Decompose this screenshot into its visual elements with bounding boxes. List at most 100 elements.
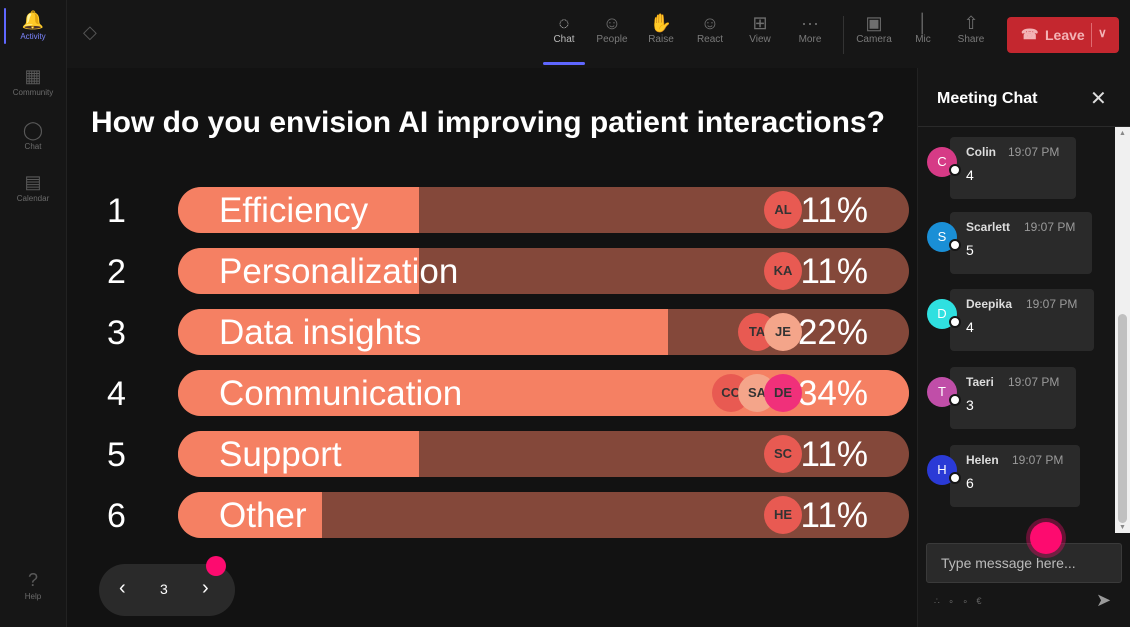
option-label: Support <box>219 435 342 474</box>
meeting-chat-panel: Meeting Chat ✕ Colin 19:07 PM 4 C Scarlett 19… <box>917 68 1130 627</box>
bell-icon: 🔔 <box>21 10 45 30</box>
format-toolbar-icons[interactable]: ∴ ∘ ∘ € <box>934 596 985 606</box>
message-timestamp: 19:07 PM <box>1008 375 1060 389</box>
leave-separator <box>1091 23 1092 47</box>
scroll-down-icon[interactable]: ▼ <box>1119 524 1126 531</box>
rail-item-activity[interactable]: 🔔 Activity <box>0 10 66 41</box>
option-bar: Data insights 22% TA JE <box>178 309 909 355</box>
chevron-down-icon[interactable]: ∨ <box>1098 26 1107 40</box>
poll-option-row[interactable]: 5 Support 11% SC <box>67 431 917 477</box>
camera-icon: ▣ <box>865 13 883 33</box>
option-percentage: 22% <box>797 313 868 352</box>
leave-label: Leave <box>1045 27 1085 43</box>
more-button[interactable]: ··· More <box>789 12 831 45</box>
message-timestamp: 19:07 PM <box>1024 220 1076 234</box>
raise-hand-icon: ✋ <box>649 13 673 33</box>
message-text: 6 <box>966 475 974 491</box>
close-icon[interactable]: ✕ <box>1090 88 1107 110</box>
option-number: 2 <box>107 253 126 291</box>
chat-icon: ◌ <box>558 13 570 33</box>
message-author: Scarlett <box>966 220 1011 234</box>
pointer-indicator <box>206 556 226 576</box>
chat-title: Meeting Chat <box>937 90 1038 107</box>
toolbar-button-label: View <box>749 34 771 45</box>
people-icon: ☺ <box>602 13 622 33</box>
chat-divider <box>918 126 1130 127</box>
send-icon[interactable]: ➤ <box>1096 590 1112 610</box>
community-icon: ▦ <box>24 66 42 86</box>
share-button[interactable]: ⇧ Share <box>950 12 992 45</box>
scrollbar-thumb[interactable] <box>1118 314 1127 523</box>
presence-status-icon <box>949 316 961 328</box>
toolbar-button-label: Raise <box>648 34 674 45</box>
message-bubble: Taeri 19:07 PM 3 <box>950 367 1076 429</box>
poll-option-row[interactable]: 3 Data insights 22% TA JE <box>67 309 917 355</box>
slide-pager: ‹ 3 › <box>99 564 235 616</box>
rail-active-indicator <box>4 8 6 44</box>
more-icon: ··· <box>801 13 819 33</box>
rail-item-calendar[interactable]: ▤ Calendar <box>0 172 66 203</box>
left-rail: 🔔 Activity ▦ Community ◯ Chat ▤ Calendar ? Help <box>0 0 67 627</box>
help-icon: ? <box>27 570 38 590</box>
rail-item-chat[interactable]: ◯ Chat <box>0 120 66 151</box>
option-number: 6 <box>107 497 126 535</box>
toolbar-divider <box>843 16 844 54</box>
chat-message: Deepika 19:07 PM 4 D <box>918 289 1115 359</box>
presence-status-icon <box>949 472 961 484</box>
poll-question: How do you envision AI improving patient… <box>91 106 885 139</box>
message-author: Helen <box>966 453 999 467</box>
option-bar-fill <box>178 431 419 477</box>
raise-button[interactable]: ✋ Raise <box>640 12 682 45</box>
option-label: Data insights <box>219 313 422 352</box>
message-author: Taeri <box>966 375 994 389</box>
people-button[interactable]: ☺ People <box>591 12 633 45</box>
rail-item-label: Community <box>12 88 54 97</box>
chat-message-input[interactable] <box>926 543 1122 583</box>
mic-button[interactable]: │ Mic <box>902 12 944 45</box>
rail-item-help[interactable]: ? Help <box>0 570 66 601</box>
toolbar-button-label: React <box>696 34 724 45</box>
poll-option-row[interactable]: 6 Other 11% HE <box>67 492 917 538</box>
option-percentage: 11% <box>800 496 868 535</box>
view-icon: ⊞ <box>752 13 768 33</box>
chat-button[interactable]: ◌ Chat <box>543 12 585 45</box>
option-percentage: 11% <box>800 252 868 291</box>
option-percentage: 11% <box>800 435 868 474</box>
react-icon: ☺ <box>700 13 720 33</box>
chat-icon: ◯ <box>22 120 44 140</box>
poll-option-row[interactable]: 2 Personalization 11% KA <box>67 248 917 294</box>
option-bar: Personalization 11% KA <box>178 248 909 294</box>
pointer-indicator-chat <box>1030 522 1062 554</box>
message-bubble: Helen 19:07 PM 6 <box>950 445 1080 507</box>
message-timestamp: 19:07 PM <box>1026 297 1078 311</box>
option-bar-fill <box>178 248 419 294</box>
shield-icon: ◇ <box>83 22 97 42</box>
option-label: Efficiency <box>219 191 369 230</box>
rail-item-community[interactable]: ▦ Community <box>0 66 66 97</box>
chat-message: Helen 19:07 PM 6 H <box>918 445 1115 515</box>
poll-stage: How do you envision AI improving patient… <box>67 68 917 627</box>
option-bar-fill <box>178 309 668 355</box>
poll-option-row[interactable]: 1 Efficiency 11% AL <box>67 187 917 233</box>
poll-option-row[interactable]: 4 Communication 34% CO SA DE <box>67 370 917 416</box>
avatar: D <box>927 299 957 329</box>
next-slide-button[interactable]: › <box>202 577 209 599</box>
message-bubble: Colin 19:07 PM 4 <box>950 137 1076 199</box>
page-number: 3 <box>160 581 168 597</box>
option-bar: Efficiency 11% AL <box>178 187 909 233</box>
option-label: Communication <box>219 374 463 413</box>
message-text: 4 <box>966 319 974 335</box>
leave-button[interactable]: ☎ Leave ∨ <box>1007 17 1119 53</box>
prev-slide-button[interactable]: ‹ <box>119 577 126 599</box>
message-author: Colin <box>966 145 996 159</box>
presence-status-icon <box>949 239 961 251</box>
view-button[interactable]: ⊞ View <box>739 12 781 45</box>
rail-item-label: Help <box>24 592 42 601</box>
presence-status-icon <box>949 164 961 176</box>
message-bubble: Scarlett 19:07 PM 5 <box>950 212 1092 274</box>
react-button[interactable]: ☺ React <box>689 12 731 45</box>
scroll-up-icon[interactable]: ▲ <box>1119 130 1126 137</box>
camera-button[interactable]: ▣ Camera <box>853 12 895 45</box>
rail-item-label: Activity <box>20 32 46 41</box>
phone-icon: ☎ <box>1021 26 1039 42</box>
